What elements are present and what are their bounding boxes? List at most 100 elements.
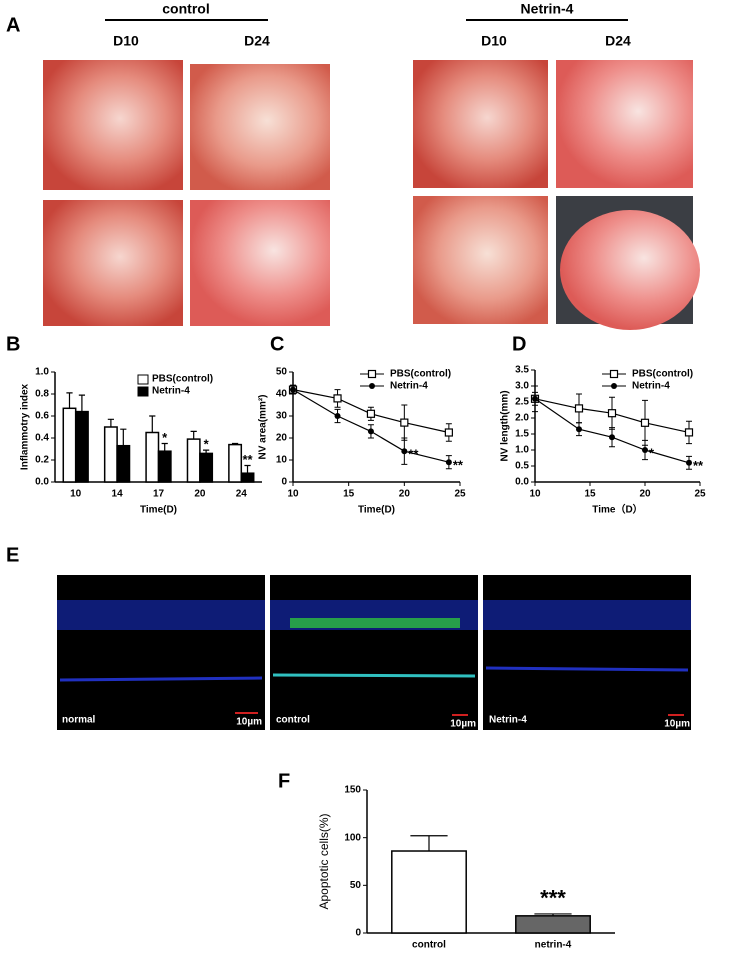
- scale-label: 10µm: [450, 719, 476, 730]
- x-tick-label: 10: [529, 489, 541, 500]
- error-bar: [149, 415, 156, 433]
- point: [367, 428, 374, 435]
- day-label: D24: [605, 33, 631, 49]
- x-tick-label: control: [412, 940, 446, 951]
- day-label: D10: [113, 33, 139, 49]
- point: [532, 395, 538, 402]
- group-title: control: [162, 1, 209, 17]
- x-tick-label: 14: [112, 489, 124, 500]
- y-tick-label: 30: [276, 411, 288, 422]
- annotation: *: [649, 445, 655, 460]
- y-axis-label: Inflammotry index: [20, 384, 31, 471]
- y-tick-label: 50: [276, 367, 288, 378]
- annotation: *: [162, 430, 168, 445]
- bar: [199, 452, 214, 483]
- y-tick-label: 50: [350, 880, 362, 891]
- x-tick-label: 10: [70, 489, 82, 500]
- bar: [186, 438, 201, 483]
- x-tick-label: netrin-4: [535, 940, 572, 951]
- y-tick-label: 40: [276, 389, 288, 400]
- point: [642, 447, 648, 453]
- y-axis-label: Apoptotic cells(%): [317, 813, 331, 909]
- eye-photos: [43, 60, 700, 330]
- point: [640, 418, 650, 427]
- y-tick-label: 0.8: [35, 389, 49, 400]
- x-tick-label: 15: [584, 489, 596, 500]
- point: [333, 394, 342, 403]
- x-tick-label: 25: [454, 489, 466, 500]
- y-tick-label: 2.5: [515, 397, 529, 408]
- x-tick-label: 25: [694, 489, 706, 500]
- x-axis-label: Time（D）: [592, 503, 642, 516]
- y-tick-label: 0.0: [35, 477, 49, 488]
- y-tick-label: 0.0: [515, 477, 529, 488]
- y-tick-label: 10: [276, 455, 288, 466]
- y-tick-label: 0.5: [515, 461, 529, 472]
- legend-label: PBS(control): [632, 369, 693, 380]
- y-tick-label: 1.0: [35, 367, 49, 378]
- y-tick-label: 0.4: [35, 433, 49, 444]
- x-tick-label: 24: [236, 489, 248, 500]
- error-bar: [78, 394, 86, 412]
- annotation: **: [693, 458, 704, 473]
- error-bar: [203, 449, 210, 454]
- x-tick-label: 17: [153, 489, 165, 500]
- point: [366, 409, 376, 418]
- error-bar: [410, 835, 448, 852]
- scale-label: 10µm: [236, 717, 262, 728]
- point: [290, 386, 296, 393]
- bar: [103, 426, 118, 483]
- annotation: **: [242, 452, 253, 467]
- bar: [391, 850, 467, 934]
- annotation: **: [453, 458, 464, 473]
- day-label: D10: [481, 33, 507, 49]
- point: [607, 409, 617, 418]
- legend-label: PBS(control): [390, 369, 451, 380]
- x-axis-label: Time(D): [358, 505, 395, 516]
- legend-marker: [369, 383, 375, 389]
- y-tick-label: 1.0: [515, 445, 529, 456]
- legend-swatch: [137, 386, 149, 397]
- annotation: ***: [540, 886, 566, 911]
- legend-label: Netrin-4: [632, 381, 670, 392]
- x-tick-label: 20: [639, 489, 651, 500]
- y-tick-label: 3.0: [515, 381, 529, 392]
- y-tick-label: 2.0: [515, 413, 529, 424]
- point: [444, 428, 453, 437]
- group-title: Netrin-4: [521, 1, 574, 17]
- point: [445, 459, 452, 466]
- y-axis-label: NV length(mm): [500, 390, 511, 461]
- annotation: **: [408, 447, 419, 462]
- y-tick-label: 0.6: [35, 411, 49, 422]
- bar: [515, 915, 591, 934]
- y-tick-label: 20: [276, 433, 288, 444]
- y-tick-label: 1.5: [515, 429, 529, 440]
- panel-label: C: [270, 333, 284, 355]
- y-tick-label: 3.5: [515, 365, 529, 376]
- point: [686, 459, 692, 466]
- error-bar: [161, 442, 168, 452]
- error-bar: [66, 392, 73, 409]
- y-tick-label: 100: [344, 832, 361, 843]
- y-tick-label: 0: [355, 928, 361, 939]
- x-tick-label: 20: [399, 489, 411, 500]
- image-caption: control: [276, 715, 310, 726]
- legend-label: Netrin-4: [152, 386, 190, 397]
- panel-label: F: [278, 770, 290, 792]
- bar: [228, 443, 243, 483]
- panel-label: D: [512, 333, 526, 355]
- scale-label: 10µm: [664, 719, 690, 730]
- x-tick-label: 15: [343, 489, 355, 500]
- point: [609, 434, 615, 441]
- error-bar: [244, 464, 251, 474]
- y-tick-label: 150: [344, 785, 361, 796]
- legend-label: Netrin-4: [390, 381, 428, 392]
- annotation: *: [204, 437, 210, 452]
- image-caption: normal: [62, 715, 96, 726]
- legend-swatch: [137, 374, 149, 385]
- x-tick-label: 20: [194, 489, 206, 500]
- bar: [240, 472, 255, 483]
- error-bar: [231, 442, 239, 445]
- legend-marker: [609, 369, 619, 379]
